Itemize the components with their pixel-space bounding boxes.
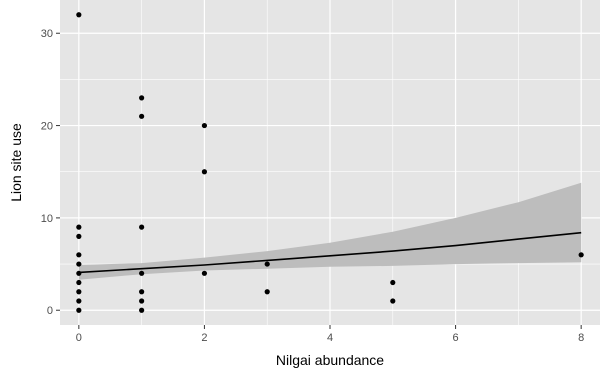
x-axis-title: Nilgai abundance	[276, 352, 384, 368]
data-point	[76, 307, 82, 313]
confidence-ribbon	[78, 182, 582, 280]
data-point	[76, 289, 82, 295]
y-axis-ticks: 0 10 20 30	[41, 28, 60, 317]
y-tick-label: 10	[41, 213, 53, 225]
data-point	[76, 298, 82, 304]
y-tick-label: 20	[41, 121, 53, 133]
data-point	[139, 298, 145, 304]
data-point	[76, 224, 82, 230]
data-point	[139, 289, 145, 295]
x-tick-label: 6	[453, 332, 459, 344]
data-point	[76, 12, 82, 18]
data-point	[139, 307, 145, 313]
data-point	[139, 113, 145, 119]
data-point	[76, 261, 82, 267]
data-point	[264, 261, 270, 267]
data-point	[139, 95, 145, 101]
data-point	[76, 252, 82, 258]
data-point	[201, 122, 208, 129]
major-gridlines	[60, 0, 600, 325]
data-point	[201, 169, 208, 175]
data-point	[76, 279, 82, 286]
x-tick-label: 4	[327, 332, 333, 344]
x-tick-label: 0	[76, 332, 82, 344]
data-points	[76, 12, 584, 313]
data-point	[76, 233, 82, 239]
y-tick-label: 30	[41, 28, 53, 40]
data-point	[139, 270, 145, 276]
y-axis-title: Lion site use	[8, 123, 24, 202]
data-point	[264, 289, 270, 295]
data-point	[390, 298, 396, 304]
y-tick-label: 0	[47, 305, 53, 317]
fit-line	[78, 231, 582, 274]
x-tick-label: 8	[578, 332, 584, 344]
x-axis-ticks: 0 2 4 6 8	[76, 325, 584, 344]
data-point	[578, 252, 584, 258]
data-point	[201, 270, 208, 276]
x-tick-label: 2	[201, 332, 207, 344]
data-point	[139, 224, 145, 230]
data-point	[76, 270, 82, 276]
data-point	[390, 279, 396, 286]
